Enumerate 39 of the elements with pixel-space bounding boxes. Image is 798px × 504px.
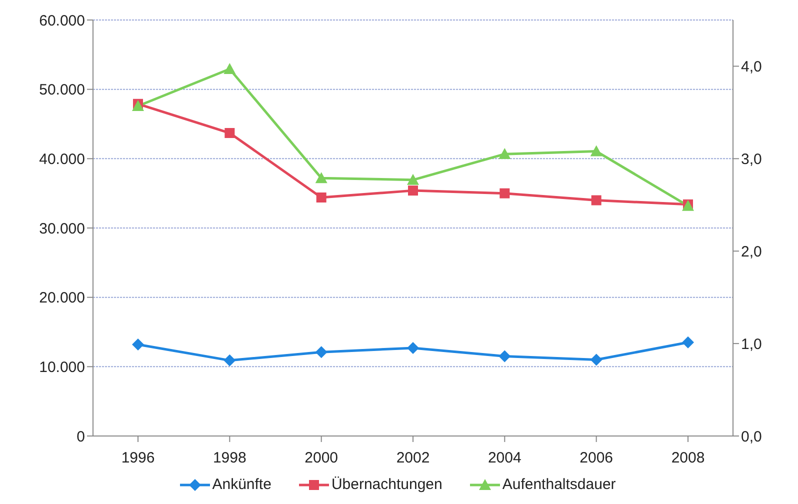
point <box>132 338 144 350</box>
legend-label: Ankünfte <box>212 476 272 493</box>
point <box>590 145 602 156</box>
y-tick-label: 30.000 <box>39 220 85 238</box>
point <box>407 174 419 185</box>
point <box>316 192 326 202</box>
point <box>591 195 602 206</box>
point <box>224 62 236 74</box>
x-tick-label: 1996 <box>121 450 155 467</box>
point <box>682 336 694 348</box>
point <box>408 186 418 196</box>
y-tick-label: 50.000 <box>39 82 85 99</box>
x-tick-label: 1998 <box>212 450 246 467</box>
x-tick-label: 2006 <box>580 450 614 467</box>
y-tick-label: 20.000 <box>39 290 85 307</box>
point <box>315 172 328 184</box>
point <box>407 342 419 354</box>
y-tick-label: 0 <box>76 428 85 446</box>
y2-tick-label: 2,0 <box>741 243 762 260</box>
y2-tick-label: 3,0 <box>741 150 762 168</box>
y-tick-label: 60.000 <box>39 12 85 30</box>
y-tick-label: 40.000 <box>39 150 85 168</box>
x-tick-label: 2004 <box>488 450 522 467</box>
point <box>315 346 328 358</box>
point <box>590 354 602 366</box>
point <box>498 148 511 160</box>
legend-label: Aufenthaltsdauer <box>502 476 616 493</box>
x-tick-label: 2000 <box>304 450 338 467</box>
point <box>224 128 235 138</box>
point <box>498 350 511 362</box>
point <box>500 188 510 198</box>
legend-label: Übernachtungen <box>331 476 442 493</box>
y2-tick-label: 0,0 <box>741 428 762 446</box>
y-tick-label: 10.000 <box>39 358 85 376</box>
y2-tick-label: 4,0 <box>741 58 762 76</box>
y2-tick-label: 1,0 <box>741 336 762 353</box>
point <box>224 354 236 366</box>
x-tick-label: 2002 <box>396 450 430 467</box>
x-tick-label: 2008 <box>671 450 705 467</box>
